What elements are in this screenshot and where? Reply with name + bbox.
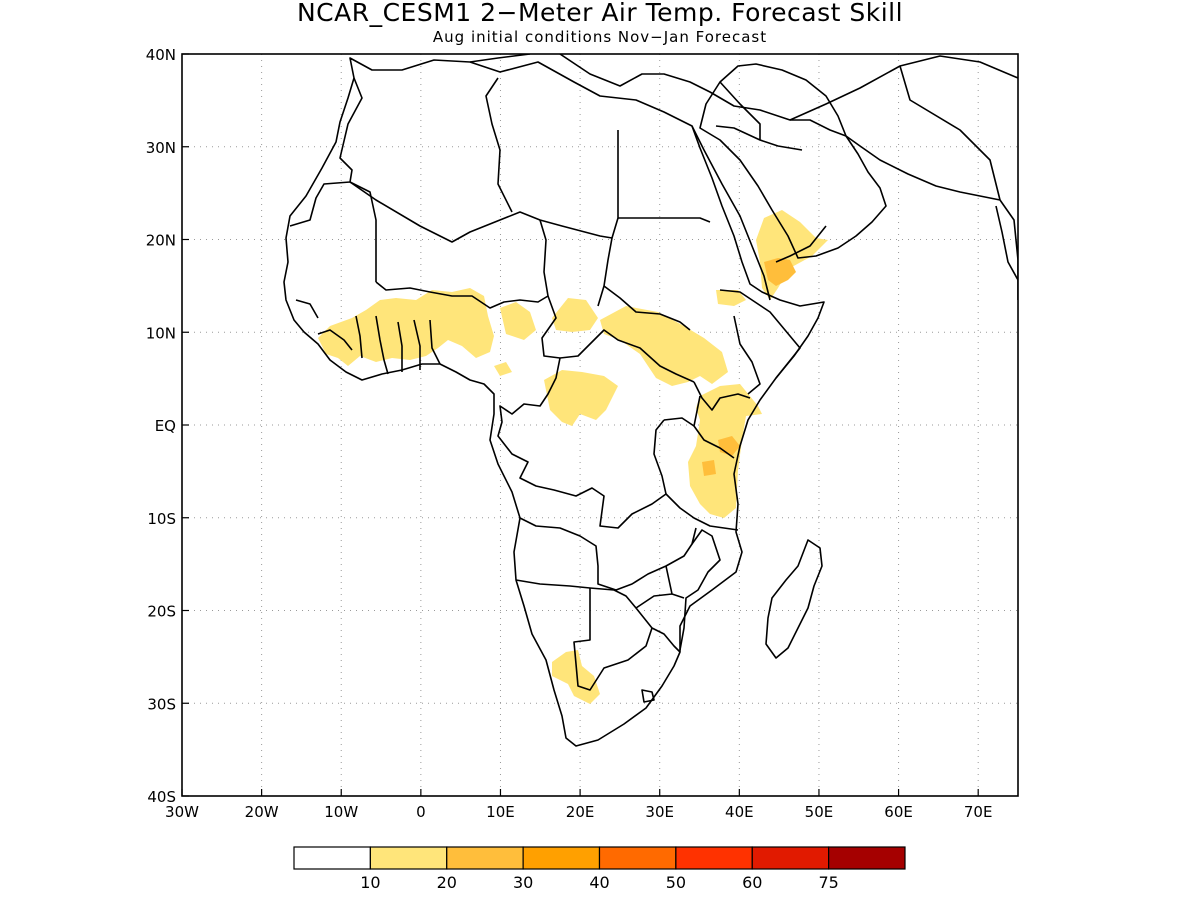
skill-region-yemen (764, 258, 796, 286)
border-ethiopia-somalia (719, 289, 801, 395)
skill-region-tanzania (702, 460, 716, 476)
border-namibia (515, 579, 653, 629)
border-zimbabwe (635, 565, 685, 609)
y-tick-label: 20N (146, 232, 176, 250)
y-tick-label: 40S (147, 788, 176, 806)
colorbar-label: 10 (360, 873, 380, 892)
border-sudan-north (618, 217, 711, 223)
map-subtitle: Aug initial conditions Nov−Jan Forecast (432, 28, 768, 46)
y-tick-label: 30S (147, 695, 176, 713)
x-tick-label: 60E (884, 803, 913, 821)
border-morocco-algeria (289, 77, 363, 227)
x-tick-label: 70E (964, 803, 993, 821)
colorbar-label: 50 (666, 873, 686, 892)
colorbar-label: 60 (742, 873, 762, 892)
skill-region-small (494, 362, 512, 376)
skill-region-southern-africa (552, 650, 600, 704)
coastlines-borders (283, 54, 1018, 747)
map-title: NCAR_CESM1 2−Meter Air Temp. Forecast Sk… (296, 0, 904, 27)
border-botswana (573, 588, 653, 691)
colorbar-label: 40 (589, 873, 609, 892)
y-tick-label: 10S (147, 510, 176, 528)
skill-region-nigeria (500, 302, 536, 340)
colorbar-swatch (751, 846, 830, 870)
y-tick-label: 10N (146, 324, 176, 342)
y-tick-label: EQ (155, 417, 176, 435)
border-east-africa (663, 381, 751, 459)
colorbar-swatch (293, 846, 371, 870)
colorbar-swatch (675, 846, 753, 870)
y-tick-label: 30N (146, 139, 176, 157)
x-tick-label: 30E (645, 803, 674, 821)
skill-shading (318, 210, 828, 704)
skill-region-sudan (600, 306, 728, 386)
skill-10-20 (318, 210, 828, 704)
x-tick-label: 10W (324, 803, 358, 821)
iran-coastline (845, 135, 1018, 300)
arabia-coastline (699, 63, 887, 259)
skill-region-west-africa (318, 288, 494, 366)
colorbar-swatch (598, 846, 677, 870)
colorbar-label: 30 (513, 873, 533, 892)
africa-coastline (283, 57, 825, 747)
x-tick-label: 50E (805, 803, 834, 821)
y-tick-label: 40N (146, 46, 176, 64)
colorbar-swatch (828, 846, 906, 870)
border-angola-zambia (519, 517, 697, 591)
x-tick-label: 20W (245, 803, 279, 821)
colorbar-swatch (522, 846, 601, 870)
x-tick-label: 10E (486, 803, 515, 821)
border-iran-iraq (790, 65, 1001, 201)
border-western-sahara (349, 181, 377, 282)
colorbar-swatch (446, 846, 524, 870)
axis-ticks: 30W 20W 10W 0 10E 20E 30E 40E 50E 60E 70E 40N 30N 20N… (146, 46, 993, 821)
x-tick-label: 30W (165, 803, 199, 821)
map-frame (181, 53, 1019, 797)
colorbar: 10 20 30 40 50 60 75 (293, 846, 906, 892)
x-tick-label: 0 (416, 803, 426, 821)
colorbar-label: 75 (818, 873, 838, 892)
border-algeria-south (349, 181, 613, 243)
border-mali (375, 219, 549, 309)
madagascar-coastline (765, 539, 823, 659)
border-central-africa (541, 295, 695, 383)
border-arabia (715, 81, 827, 263)
border-mozambique (679, 529, 721, 651)
colorbar-swatch (369, 846, 448, 870)
border-tanzania-south (665, 493, 739, 531)
border-libya-egypt (485, 77, 619, 307)
red-sea-coast (691, 125, 771, 301)
border-congo-drc (497, 357, 667, 529)
skill-region-congo (544, 370, 618, 426)
border-west-coast-states (295, 299, 441, 375)
skill-region-ethiopia (716, 290, 746, 306)
x-tick-label: 20E (566, 803, 595, 821)
colorbar-label: 20 (437, 873, 457, 892)
india-coastline (995, 205, 1018, 281)
graticule (182, 54, 1018, 796)
southern-europe-coastline (469, 54, 1018, 121)
y-tick-label: 20S (147, 603, 176, 621)
x-tick-label: 40E (725, 803, 754, 821)
skill-region-chad (552, 298, 598, 332)
border-south-africa (641, 627, 681, 703)
border-chad-sudan (603, 285, 691, 331)
